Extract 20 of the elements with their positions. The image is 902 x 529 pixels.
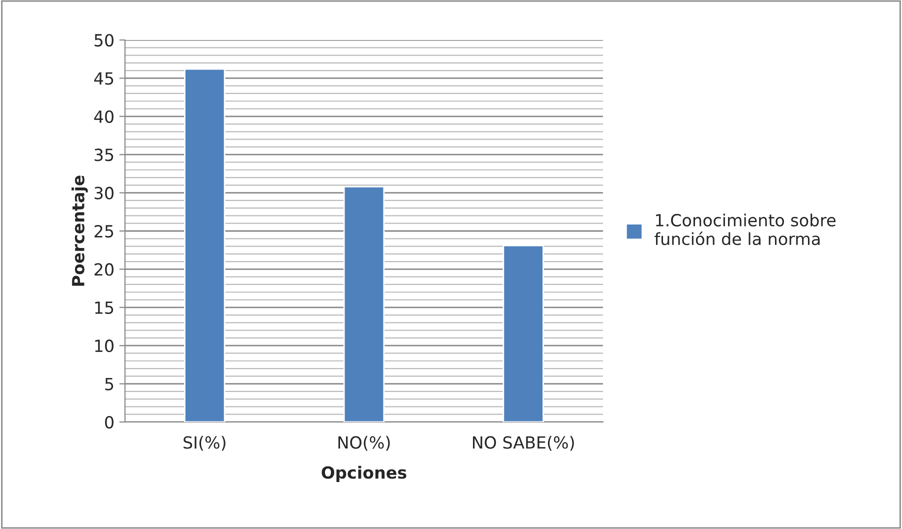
legend-label: 1.Conocimiento sobre función de la norma [654,214,836,246]
y-tick-label: 15 [95,302,114,314]
x-axis-title: Opciones [322,466,406,482]
y-tick-label: 10 [95,340,114,352]
y-tick-label: 30 [94,186,114,200]
y-tick-label: 0 [105,416,114,429]
y-tick-label: 5 [105,378,114,390]
y-tick-label: 20 [94,263,114,276]
x-tick-label: SI(%) [184,436,226,451]
bar [343,186,385,422]
y-tick-label: 45 [94,72,114,85]
bar [184,68,226,422]
x-tick-label: NO SABE(%) [472,436,574,451]
y-tick-label: 40 [94,110,114,123]
x-tick-label: NO(%) [338,436,390,451]
y-tick-label: 25 [94,224,114,238]
bar [502,244,544,422]
y-tick-label: 50 [94,34,114,47]
y-tick-label: 35 [94,148,114,162]
y-axis-title: Poercentaje [72,176,88,286]
